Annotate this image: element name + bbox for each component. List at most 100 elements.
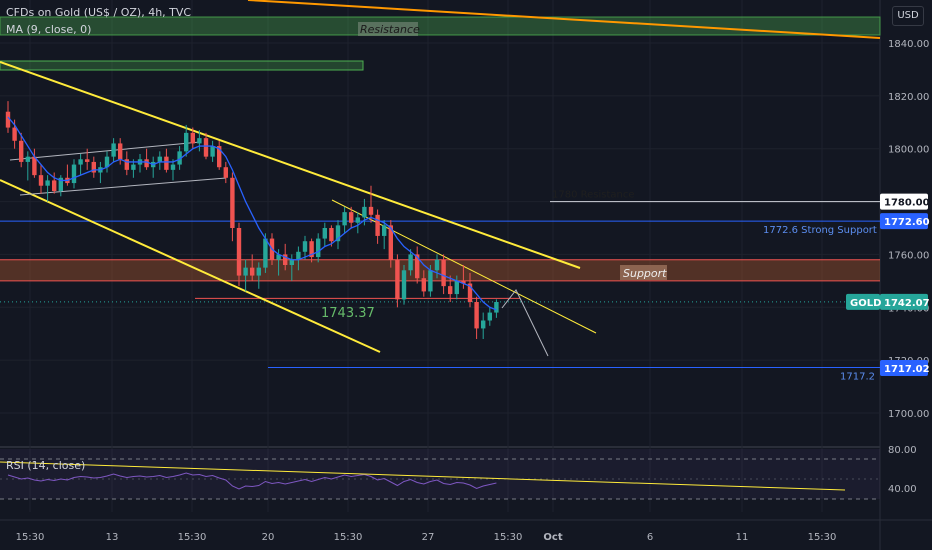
time-tick-label: 15:30 — [334, 532, 363, 543]
support-zone-tag-bg — [620, 265, 667, 280]
time-tick-label: Oct — [543, 532, 562, 543]
candle-up — [296, 251, 301, 260]
candle-down — [19, 140, 24, 162]
channel-lower — [0, 179, 381, 353]
candle-down — [217, 146, 222, 168]
badge-1717: 1717.02 — [884, 364, 930, 375]
candle-up — [184, 132, 189, 152]
candle-up — [58, 177, 63, 191]
candle-up — [111, 143, 116, 157]
candle-up — [322, 228, 327, 239]
badge-1772-bg — [880, 213, 928, 230]
candle-down — [203, 138, 209, 157]
support-zone — [0, 259, 880, 281]
candle-down — [223, 167, 228, 178]
candle-up — [494, 302, 499, 313]
candle-down — [52, 180, 57, 191]
price-tick-label: 1820.00 — [888, 92, 929, 103]
ma-legend[interactable]: MA (9, close, 0) — [6, 23, 92, 36]
candle-up — [428, 270, 433, 292]
time-tick-label: 15:30 — [494, 532, 523, 543]
candle-up — [276, 254, 281, 260]
support-zone-label: Support — [623, 267, 667, 280]
candle-down — [236, 228, 242, 276]
level-1772-label: 1772.6 Strong Support — [763, 225, 877, 236]
candle-down — [85, 159, 90, 162]
candle-up — [78, 159, 83, 165]
price-tick-label: 1840.00 — [888, 39, 929, 50]
badge-last: 1742.07 — [884, 298, 930, 309]
currency-label: USD — [897, 10, 919, 21]
price-tick-label: 1800.00 — [888, 145, 929, 156]
candle-down — [461, 280, 466, 284]
candle-down — [5, 111, 11, 128]
ma-line — [7, 116, 497, 311]
time-tick-label: 27 — [422, 532, 435, 543]
candle-down — [12, 127, 17, 141]
candle-down — [309, 241, 314, 258]
price-pane — [0, 0, 880, 446]
flag-upper — [9, 141, 201, 161]
candle-down — [395, 259, 400, 300]
candle-down — [375, 214, 380, 236]
candle-down — [421, 278, 426, 292]
resistance-zone-tag-bg — [358, 22, 418, 36]
level-1780-label: 1780 Resistance — [552, 190, 635, 201]
candle-up — [71, 164, 77, 184]
candle-up — [157, 156, 162, 162]
candle-up — [104, 156, 110, 168]
candle-up — [401, 270, 407, 300]
gold-tag-bg — [846, 293, 880, 310]
candle-down — [118, 143, 123, 160]
candle-up — [25, 156, 30, 162]
gold-tag: GOLD — [850, 298, 881, 309]
time-tick-label: 15:30 — [808, 532, 837, 543]
time-tick-label: 15:30 — [178, 532, 207, 543]
resistance-box-small — [0, 60, 364, 71]
resistance-trendline — [247, 0, 881, 39]
candle-down — [91, 161, 96, 173]
low-price-annotation: 1743.37 — [321, 306, 375, 321]
candle-up — [177, 151, 182, 165]
candle-down — [124, 159, 129, 170]
candle-up — [197, 138, 202, 144]
symbol-legend[interactable]: CFDs on Gold (US$ / OZ), 4h, TVC — [6, 6, 192, 19]
candle-up — [263, 238, 268, 268]
candle-down — [250, 267, 255, 276]
candle-down — [415, 254, 420, 279]
rsi-tick-label: 80.00 — [888, 445, 917, 456]
time-tick-label: 20 — [262, 532, 275, 543]
candle-down — [388, 225, 393, 260]
time-tick-label: 6 — [647, 532, 653, 543]
candle-up — [487, 312, 492, 321]
price-tick-label: 1700.00 — [888, 409, 929, 420]
rsi-tick-label: 40.00 — [888, 484, 917, 495]
candle-up — [454, 280, 459, 295]
candle-down — [329, 228, 334, 242]
rsi-trendline — [0, 461, 846, 491]
candle-up — [335, 225, 341, 242]
price-tick-label: 1760.00 — [888, 250, 929, 261]
currency-button[interactable]: USD — [892, 6, 924, 26]
badge-1780-bg — [880, 193, 928, 210]
candle-up — [362, 206, 367, 218]
candle-down — [38, 175, 44, 186]
channel-upper — [0, 61, 581, 269]
badge-last-bg — [880, 293, 928, 310]
badge-1717-bg — [880, 360, 928, 377]
candle-up — [481, 320, 486, 329]
resistance-zone-label: Resistance — [360, 23, 420, 36]
time-tick-label: 11 — [736, 532, 749, 543]
resistance-zone — [0, 16, 881, 36]
candle-down — [474, 302, 479, 329]
time-tick-label: 13 — [106, 532, 119, 543]
candle-down — [368, 206, 374, 215]
candle-up — [131, 164, 136, 170]
candle-up — [256, 267, 261, 276]
rsi-line — [7, 472, 497, 490]
rsi-legend[interactable]: RSI (14, close) — [6, 459, 86, 472]
candle-up — [302, 241, 308, 252]
badge-1772: 1772.60 — [884, 217, 930, 228]
